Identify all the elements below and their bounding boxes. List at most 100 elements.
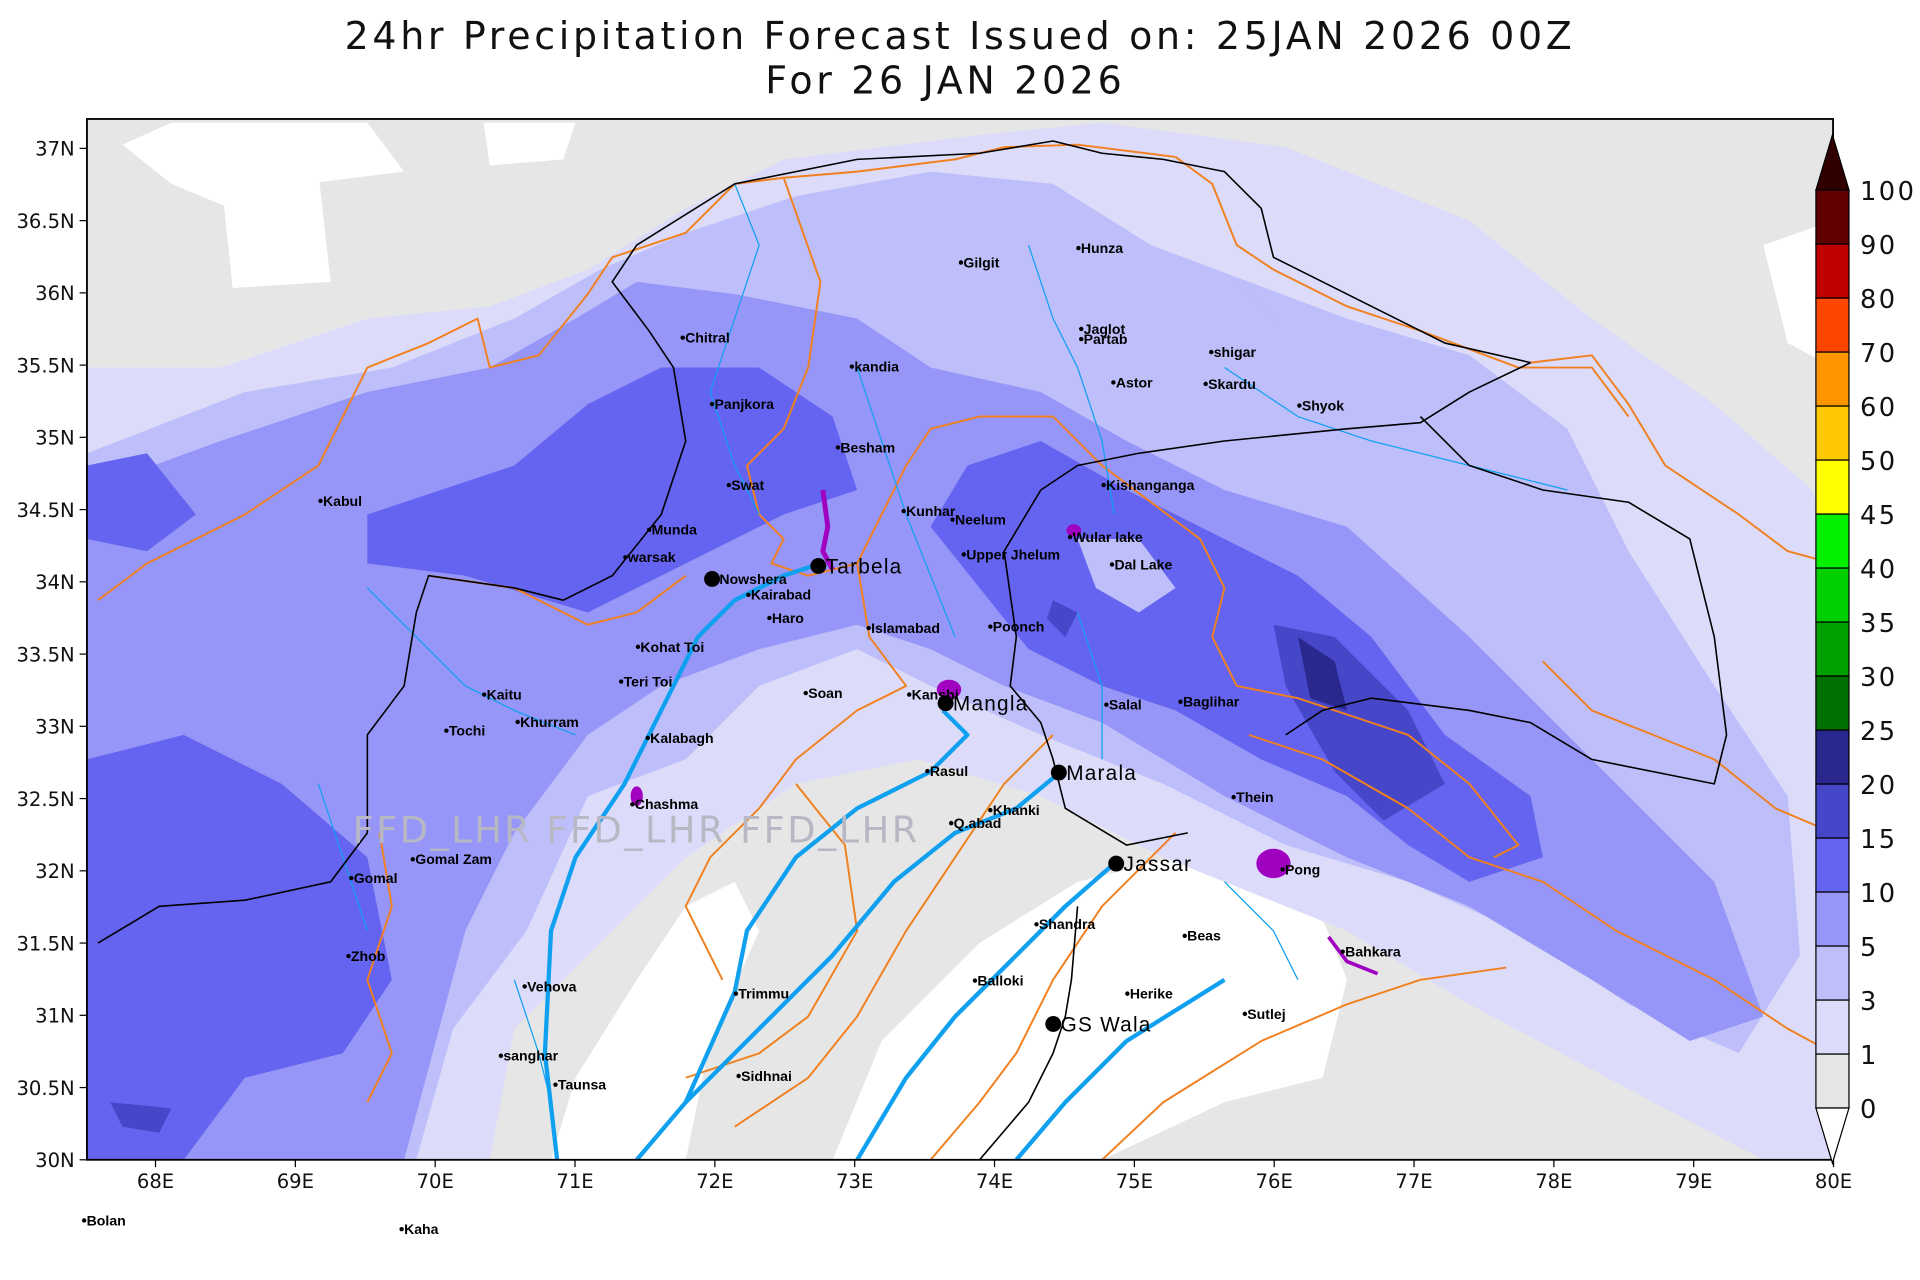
station-marker [646, 527, 652, 533]
station-label: Zhob [351, 948, 386, 964]
station-marker [1079, 326, 1084, 332]
station-label: Kunhar [906, 503, 956, 519]
station-marker [1178, 699, 1183, 704]
international-border [978, 906, 1079, 1160]
station-marker [937, 695, 954, 712]
station-marker [746, 592, 751, 598]
lat-tick-label: 36.5N [16, 210, 74, 233]
station-label: Tochi [449, 723, 485, 739]
precip-contour-region [86, 453, 196, 552]
station-label: Poonch [993, 619, 1045, 635]
stream [856, 367, 956, 638]
station-label: Chashma [635, 796, 699, 812]
station-label: Nowshera [719, 571, 786, 587]
colorbar-label: 60 [1860, 393, 1898, 423]
station-label: Thein [1236, 789, 1274, 805]
colorbar-segment [1815, 297, 1850, 353]
main-river [855, 861, 1116, 1160]
lat-tick-label: 35N [35, 427, 75, 450]
station-label: Herike [1130, 986, 1173, 1002]
lat-tick-label: 35.5N [16, 354, 74, 377]
colorbar-label: 80 [1860, 285, 1898, 315]
lon-tick-label: 68E [137, 1170, 174, 1193]
lon-tick-label: 72E [696, 1170, 733, 1193]
station-marker [958, 260, 964, 265]
lon-tick-label: 76E [1256, 1170, 1293, 1193]
colorbar-label: 100 [1860, 177, 1916, 207]
station-label: Skardu [1208, 376, 1256, 392]
station-label: Shyok [1302, 397, 1344, 413]
colorbar-segment [1815, 1053, 1850, 1109]
station-marker [522, 984, 527, 989]
station-marker [1340, 949, 1345, 954]
station-label: Sidhnai [741, 1068, 792, 1084]
precip-contour-region [483, 122, 576, 166]
precip-contour-region [1297, 636, 1347, 711]
basin-boundary [929, 832, 1177, 1160]
precip-contour-region [1077, 538, 1176, 613]
station-marker [399, 1226, 404, 1232]
main-river [635, 708, 970, 1160]
station-label: Chitral [685, 330, 730, 346]
precip-contour-region [122, 122, 405, 215]
station-marker [1034, 922, 1039, 927]
stream [317, 783, 368, 932]
colorbar-label: 3 [1860, 987, 1879, 1017]
colorbar-segment [1815, 567, 1850, 623]
basin-boundary [745, 177, 1520, 859]
lon-tick-label: 74E [976, 1170, 1013, 1193]
precip-contour-region [367, 367, 858, 613]
station-marker [481, 692, 487, 697]
colorbar-segment [1815, 351, 1850, 407]
station-label: Balloki [977, 973, 1023, 989]
basin-boundary [1101, 966, 1507, 1160]
tarbela-reservoir [820, 489, 835, 571]
stream [1224, 367, 1568, 491]
station-label: Kalabagh [650, 730, 713, 746]
colorbar-segment [1815, 405, 1850, 461]
lon-tick-label: 75E [1116, 1170, 1153, 1193]
station-label: Rasul [930, 763, 968, 779]
station-marker [907, 692, 912, 697]
station-marker [810, 557, 827, 574]
station-marker [1079, 336, 1084, 342]
station-marker [961, 552, 966, 557]
lat-tick-label: 37N [35, 138, 75, 161]
station-label: Shandra [1039, 916, 1095, 932]
precip-contour-region [832, 857, 1347, 1160]
station-marker [1182, 933, 1187, 939]
colorbar-label: 90 [1860, 231, 1898, 261]
lat-tick-label: 34N [35, 571, 75, 594]
colorbar-label: 50 [1860, 447, 1898, 477]
station-marker [1231, 794, 1236, 800]
station-marker [704, 570, 721, 587]
station-marker [925, 768, 930, 774]
colorbar-segment [1815, 621, 1850, 677]
basin-boundary [1530, 354, 1834, 565]
basin-boundary [1174, 156, 1630, 418]
colorbar-label: 0 [1860, 1095, 1879, 1125]
station-marker [680, 335, 685, 340]
station-label: warsak [627, 549, 676, 565]
colorbar-segment [1815, 999, 1850, 1055]
station-marker [1280, 867, 1285, 872]
station-marker [1109, 562, 1115, 567]
station-label: Tarbela [826, 555, 903, 578]
station-marker [1108, 855, 1125, 872]
station-label: Panjkora [715, 396, 775, 412]
colorbar-label: 30 [1860, 663, 1898, 693]
basin-boundary [1248, 733, 1834, 1055]
station-label: Mangla [953, 693, 1029, 716]
station-marker [1104, 702, 1109, 707]
station-label: Jassar [1124, 853, 1193, 876]
colorbar-label: 15 [1860, 825, 1898, 855]
precip-contour-region [1046, 600, 1078, 637]
station-label: Haro [772, 610, 804, 626]
station-label: Hunza [1081, 240, 1123, 256]
station-marker [972, 978, 978, 983]
precip-contour-region [110, 1102, 172, 1133]
colorbar-segment [1815, 837, 1850, 893]
colorbar-segment [1815, 243, 1850, 299]
station-marker [1076, 245, 1081, 251]
